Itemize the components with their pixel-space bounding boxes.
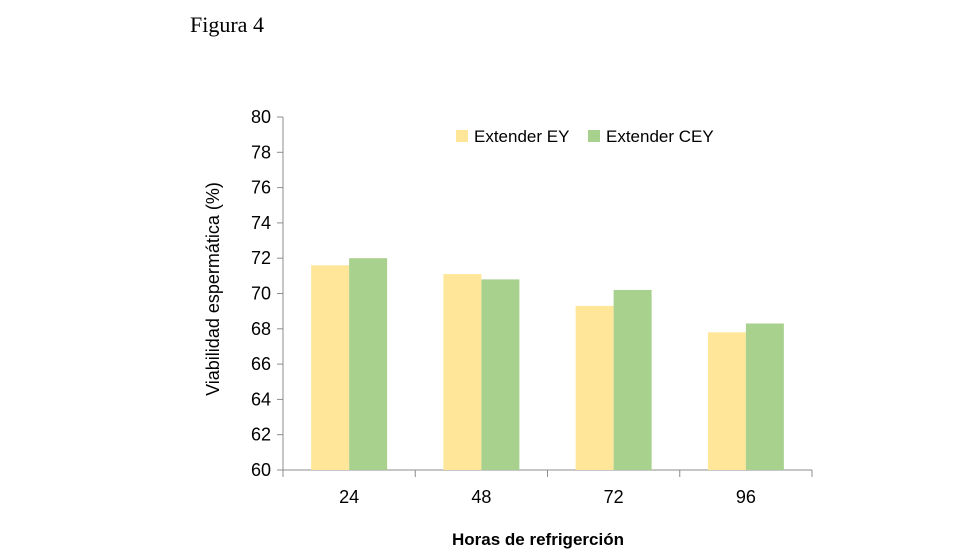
y-tick-label: 80 [251,107,271,127]
legend-label: Extender EY [474,127,569,146]
legend-swatch [456,130,468,142]
bar-extender-cey-24 [349,258,388,470]
legend: Extender EY Extender CEY [456,127,714,146]
bar-extender-ey-72 [575,305,614,470]
x-axis-title: Horas de refrigerción [452,530,624,549]
y-tick-label: 66 [251,354,271,374]
bar-extender-ey-48 [443,274,482,470]
y-tick-label: 64 [251,389,271,409]
x-axis: 24 48 72 96 [282,469,813,507]
x-tick-label: 72 [604,487,624,507]
bars [311,258,784,470]
bar-extender-cey-48 [481,279,520,470]
x-tick-label: 96 [736,487,756,507]
y-axis: 60 62 64 66 68 70 72 74 76 78 80 [251,107,284,480]
y-tick-label: 70 [251,284,271,304]
y-tick-label: 68 [251,319,271,339]
y-tick-label: 76 [251,178,271,198]
y-axis-title: Viabilidad espermática (%) [203,182,223,396]
bar-extender-cey-72 [613,289,652,470]
x-tick-label: 24 [339,487,359,507]
bar-extender-cey-96 [745,323,784,470]
y-tick-label: 78 [251,142,271,162]
bar-extender-ey-96 [707,332,746,470]
y-tick-label: 72 [251,248,271,268]
bar-extender-ey-24 [311,265,350,470]
legend-swatch [588,130,600,142]
figure-label: Figura 4 [190,12,264,37]
x-tick-label: 48 [471,487,491,507]
y-tick-label: 62 [251,425,271,445]
y-tick-label: 74 [251,213,271,233]
y-tick-label: 60 [251,460,271,480]
legend-label: Extender CEY [606,127,714,146]
